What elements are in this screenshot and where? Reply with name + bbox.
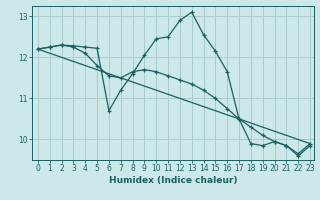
X-axis label: Humidex (Indice chaleur): Humidex (Indice chaleur) <box>108 176 237 185</box>
